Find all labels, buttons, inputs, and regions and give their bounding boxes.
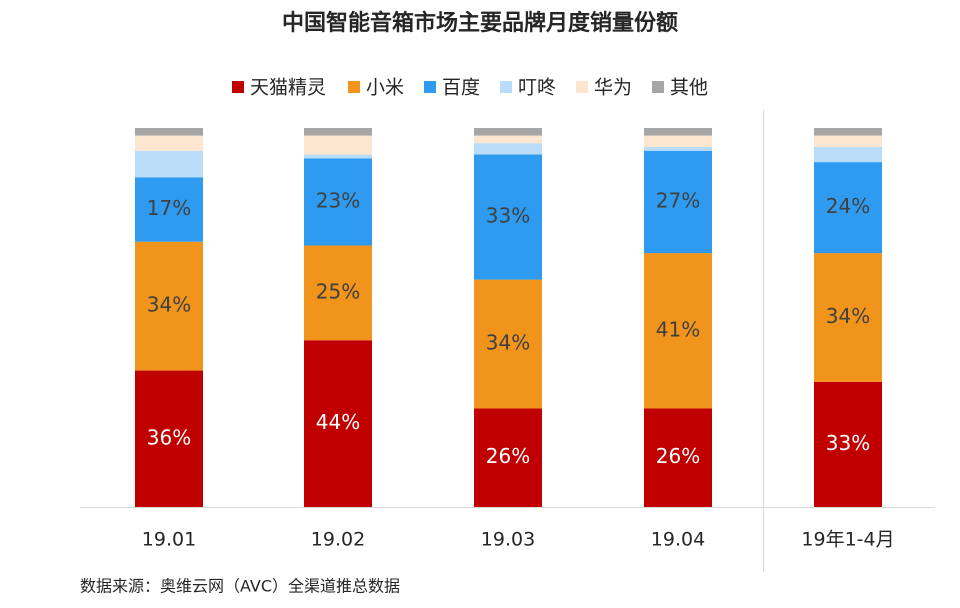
bar-segment xyxy=(135,150,203,178)
data-label: 23% xyxy=(316,188,360,212)
bar-segment xyxy=(474,128,542,136)
bar-segment xyxy=(644,128,712,136)
data-label: 33% xyxy=(486,204,530,228)
legend-label: 百度 xyxy=(442,77,480,99)
legend-swatch xyxy=(232,81,244,93)
chart-title: 中国智能音箱市场主要品牌月度销量份额 xyxy=(282,10,678,36)
legend-label: 小米 xyxy=(366,77,404,99)
legend-swatch xyxy=(652,81,664,93)
data-label: 34% xyxy=(826,304,870,328)
data-label: 26% xyxy=(656,444,700,468)
legend-swatch xyxy=(348,81,360,93)
bar-segment xyxy=(644,408,712,507)
bar-segment xyxy=(474,154,542,280)
bar-segment xyxy=(814,253,882,382)
bar-segment xyxy=(814,135,882,147)
legend-swatch xyxy=(576,81,588,93)
bar-segment xyxy=(644,253,712,409)
bar-segment xyxy=(304,340,372,507)
data-label: 26% xyxy=(486,444,530,468)
bar-segment xyxy=(135,135,203,151)
legend-label: 其他 xyxy=(670,77,708,99)
bar-segment xyxy=(304,154,372,159)
data-label: 33% xyxy=(826,431,870,455)
bar-segment xyxy=(135,370,203,507)
bar-segment xyxy=(474,279,542,409)
bar-segment xyxy=(304,128,372,136)
x-tick-label: 19.01 xyxy=(142,529,196,551)
bar-segment xyxy=(474,135,542,144)
bar-segment xyxy=(135,177,203,242)
legend-label: 叮咚 xyxy=(518,77,556,99)
data-label: 44% xyxy=(316,410,360,434)
bar-segment xyxy=(135,128,203,136)
legend-swatch xyxy=(424,81,436,93)
bar-segment xyxy=(304,135,372,155)
bar-segment xyxy=(644,135,712,147)
data-label: 25% xyxy=(316,279,360,303)
bar-segment xyxy=(644,146,712,151)
bar-segment xyxy=(135,241,203,371)
legend-label: 华为 xyxy=(594,77,632,99)
bar-segment xyxy=(644,150,712,254)
bar-segment xyxy=(814,381,882,507)
data-label: 27% xyxy=(656,188,700,212)
data-label: 34% xyxy=(486,331,530,355)
bar-segment xyxy=(814,162,882,254)
legend-label: 天猫精灵 xyxy=(250,77,326,99)
x-tick-label: 19.03 xyxy=(481,529,535,551)
x-tick-label: 19.02 xyxy=(311,529,365,551)
data-label: 24% xyxy=(826,194,870,218)
bar-segment xyxy=(814,146,882,163)
bar-segment xyxy=(474,143,542,155)
data-label: 41% xyxy=(656,317,700,341)
legend-swatch xyxy=(500,81,512,93)
bar-segment xyxy=(814,128,882,136)
data-label: 36% xyxy=(147,425,191,449)
bar-segment xyxy=(304,245,372,341)
x-tick-label: 19.04 xyxy=(651,529,705,551)
bar-segment xyxy=(474,408,542,507)
bar-segment xyxy=(304,158,372,246)
x-tick-label: 19年1-4月 xyxy=(801,529,894,551)
data-label: 17% xyxy=(147,196,191,220)
data-label: 34% xyxy=(147,293,191,317)
source-note: 数据来源：奥维云网（AVC）全渠道推总数据 xyxy=(80,577,400,596)
